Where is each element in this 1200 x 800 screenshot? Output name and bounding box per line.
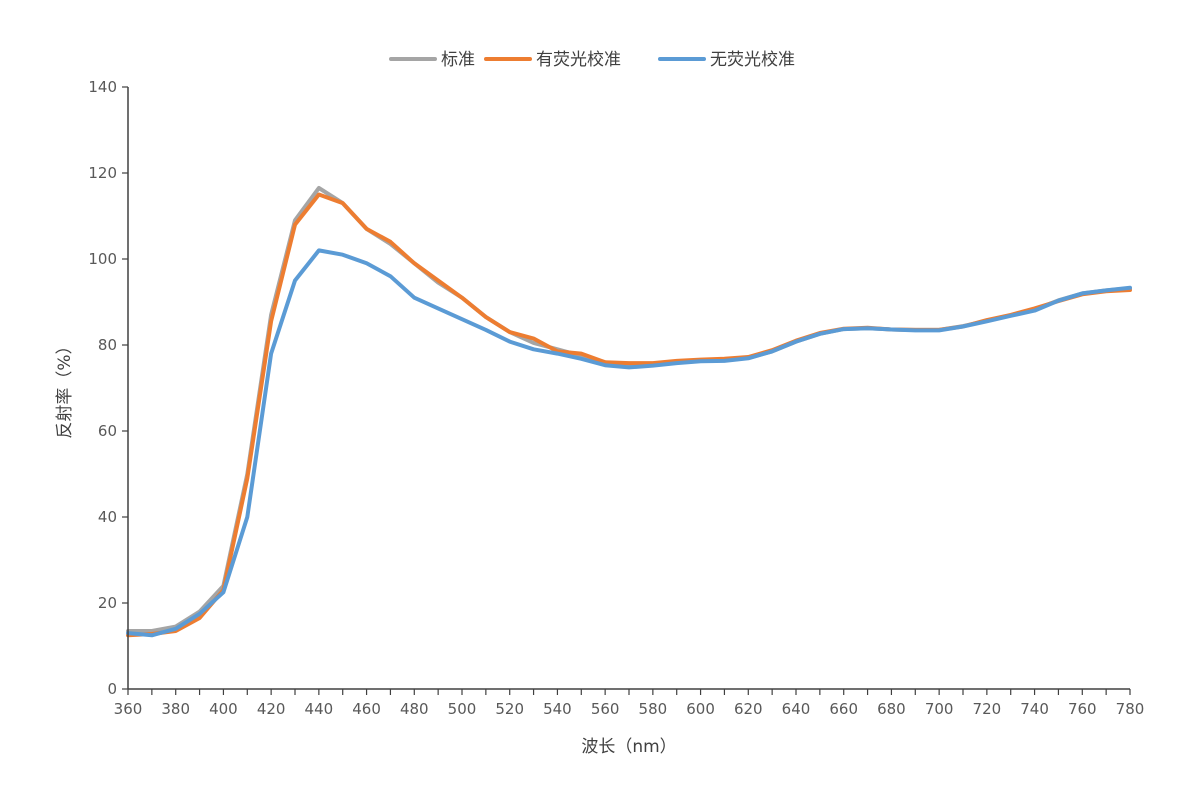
legend-item-2: 有荧光校准 (484, 50, 621, 70)
x-tick-label: 640 (782, 700, 811, 718)
chart-legend: 标准 有荧光校准 无荧光校准 (389, 50, 795, 70)
legend-item-1: 标准 (389, 50, 475, 70)
x-tick-label: 760 (1068, 700, 1097, 718)
x-tick-label: 420 (257, 700, 286, 718)
x-tick-label: 520 (495, 700, 524, 718)
y-tick-label: 40 (98, 508, 117, 526)
x-tick-label: 440 (305, 700, 334, 718)
x-tick-label: 360 (114, 700, 143, 718)
x-tick-label: 600 (686, 700, 715, 718)
x-tick-label: 740 (1020, 700, 1049, 718)
legend-label: 无荧光校准 (710, 50, 795, 70)
y-tick-label: 140 (88, 78, 117, 96)
legend-label: 标准 (441, 50, 475, 70)
x-tick-label: 720 (973, 700, 1002, 718)
axes: 0 20 40 60 80 100 120 140 360 380 400 420 440 460 480 5… (88, 78, 1144, 718)
series-line-2 (126, 192, 1132, 638)
x-tick-label: 380 (161, 700, 190, 718)
x-tick-label: 580 (639, 700, 668, 718)
x-tick-label: 620 (734, 700, 763, 718)
y-tick-label: 80 (98, 336, 117, 354)
x-tick-label: 780 (1116, 700, 1145, 718)
x-tick-label: 400 (209, 700, 238, 718)
legend-label: 有荧光校准 (536, 50, 621, 70)
y-tick-label: 60 (98, 422, 117, 440)
y-tick-label: 20 (98, 594, 117, 612)
series-line-3 (126, 248, 1132, 638)
x-tick-label: 560 (591, 700, 620, 718)
y-axis-title: 反射率（%） (55, 337, 75, 438)
plot-area (126, 186, 1132, 638)
x-tick-label: 460 (352, 700, 381, 718)
y-tick-label: 0 (107, 680, 117, 698)
x-tick-label: 660 (829, 700, 858, 718)
y-tick-label: 100 (88, 250, 117, 268)
x-tick-label: 540 (543, 700, 572, 718)
legend-item-3: 无荧光校准 (658, 50, 795, 70)
x-tick-label: 480 (400, 700, 429, 718)
y-tick-label: 120 (88, 164, 117, 182)
series-line-1 (126, 186, 1132, 633)
x-tick-label: 500 (448, 700, 477, 718)
x-tick-label: 700 (925, 700, 954, 718)
x-tick-label: 680 (877, 700, 906, 718)
x-axis-title: 波长（nm） (581, 737, 676, 757)
